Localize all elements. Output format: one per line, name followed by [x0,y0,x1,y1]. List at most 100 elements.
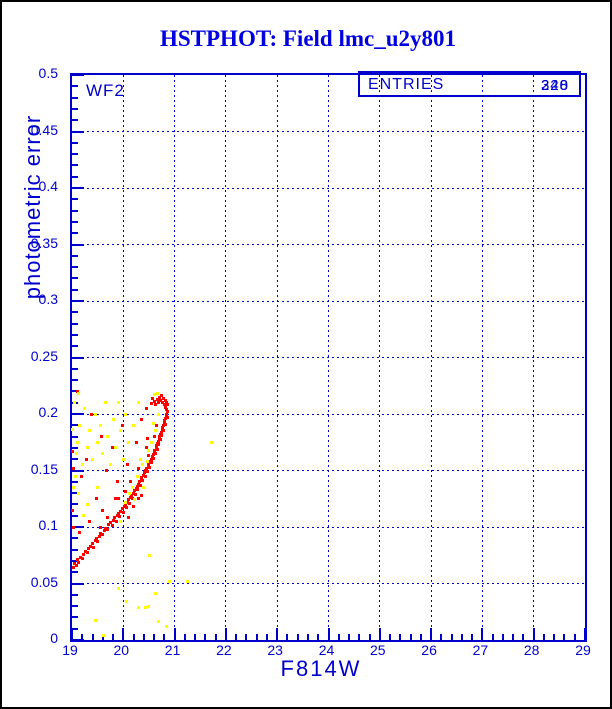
gridline-horizontal [72,244,585,245]
y-tick-label: 0.4 [38,178,58,194]
x-tick-label: 24 [318,642,335,658]
x-tick [337,634,340,640]
data-point [116,586,120,590]
data-point [166,410,170,414]
y-tick [72,130,84,133]
y-tick [72,243,84,246]
data-point [162,423,166,427]
data-point [149,457,153,461]
data-point [107,523,111,527]
data-point [84,457,88,461]
y-tick-label: 0.2 [38,404,58,420]
gridline-horizontal [72,187,585,189]
x-tick [358,634,361,640]
data-point [165,407,169,411]
data-point [110,446,114,450]
data-point [134,440,138,444]
x-tick [584,628,586,640]
x-tick [378,628,381,640]
data-point [93,539,97,543]
y-tick [72,605,78,608]
data-point [137,466,141,470]
data-point [186,579,190,583]
data-point [105,469,109,472]
data-point [164,405,168,409]
y-tick [72,413,84,415]
data-point [121,510,125,514]
data-point [101,452,105,456]
chip-label: WF2 [86,81,125,100]
data-point [100,435,104,439]
data-point [98,525,102,529]
data-point [139,493,143,497]
x-tick-label: 19 [62,642,78,658]
data-point [130,493,133,497]
data-point [165,403,169,407]
gridline-horizontal [72,583,585,584]
x-tick [532,628,535,640]
y-tick [72,288,78,291]
data-point [79,474,83,478]
data-point [144,446,148,450]
data-point [121,457,125,461]
x-tick [265,634,268,640]
data-point [132,491,136,495]
x-tick [522,634,525,640]
y-tick [72,571,78,574]
data-point [133,489,137,493]
data-point [120,507,124,511]
data-point [161,429,165,433]
x-tick [286,634,289,640]
data-point [96,485,100,489]
y-tick [72,96,78,99]
data-point [137,482,141,486]
data-point [102,528,106,532]
data-point [81,514,85,518]
gridline-horizontal [72,470,585,471]
x-tick [153,634,156,640]
data-point [71,508,75,512]
data-point [138,480,142,484]
data-point [118,515,122,519]
data-point [95,536,99,540]
data-point [119,519,123,523]
y-tick [72,300,84,302]
data-point [156,401,160,405]
data-point [114,446,118,450]
data-point [146,604,150,608]
x-tick [132,634,135,640]
data-point [165,624,169,628]
data-point [135,484,139,488]
y-tick-label: 0.45 [30,121,58,138]
data-point [75,389,79,393]
gridline-horizontal [72,131,585,132]
x-tick [255,634,258,640]
data-point [142,473,146,477]
data-point [120,423,124,427]
y-tick [72,322,78,325]
data-point [133,498,137,502]
data-point [127,501,131,505]
data-point [70,449,74,453]
data-point [115,480,119,484]
x-axis-title: F814W [280,656,362,681]
y-tick [72,119,78,122]
data-point [150,440,153,444]
data-point [129,480,133,484]
data-point [142,471,146,475]
gridline-horizontal [72,300,585,302]
data-point [108,520,112,524]
y-tick [72,469,84,472]
y-tick [72,480,78,483]
y-tick-label: 0 [50,630,58,646]
x-tick [71,628,73,640]
data-point [133,492,137,496]
data-point [153,429,157,433]
x-tick-label: 23 [267,642,283,658]
x-tick [276,628,279,640]
data-point [157,395,161,399]
x-tick [542,634,545,640]
x-tick [101,634,104,640]
x-tick [348,634,351,640]
